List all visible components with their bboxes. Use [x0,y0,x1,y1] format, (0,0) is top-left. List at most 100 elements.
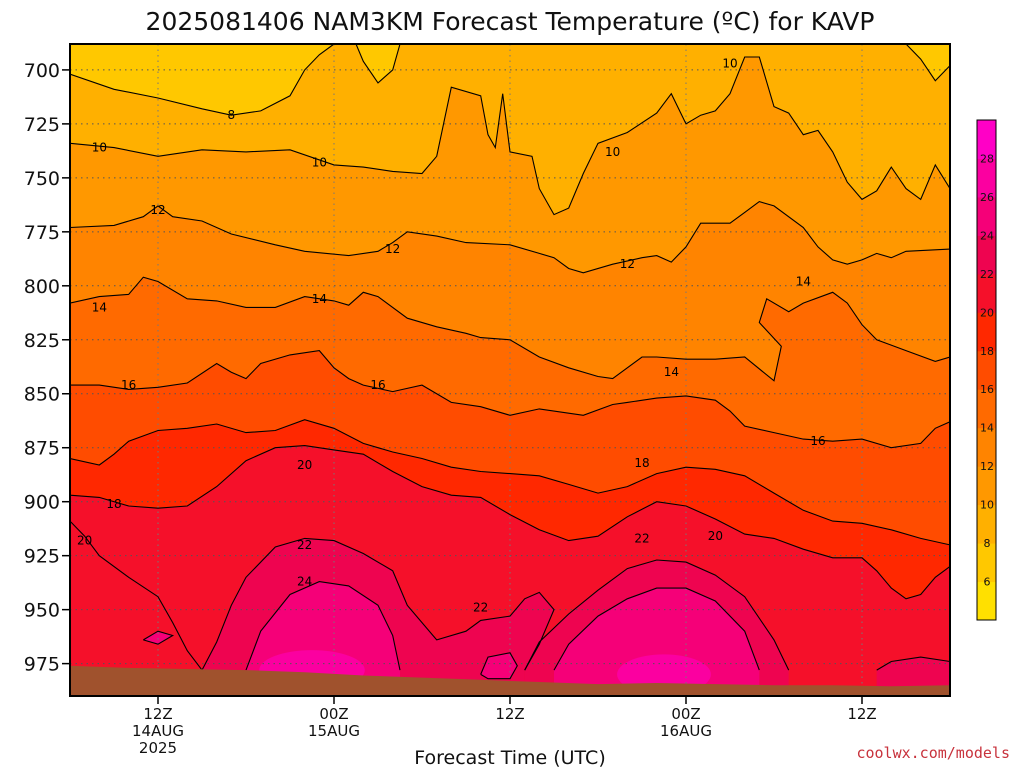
contour-label: 14 [796,274,811,288]
isotherm-16 [70,350,950,449]
contour-label: 22 [473,600,488,614]
contour-label: 14 [92,300,107,314]
y-axis: 700 725 750 775 800 825 850 875 900 925 950 975 [24,60,70,676]
isotherm-14 [70,276,950,382]
colorbar-swatch [977,581,996,621]
contour-label: 8 [228,108,236,122]
contour-label: 10 [605,145,620,159]
contour-label: 16 [810,434,825,448]
chart-title: 2025081406 NAM3KM Forecast Temperature (… [146,7,875,36]
contour-label: 18 [106,497,121,511]
fill-warm-core-24 [143,631,173,645]
contour-label: 22 [634,531,649,545]
contour-label: 24 [297,575,312,589]
colorbar-swatch [977,235,996,275]
y-tick-label: 775 [24,222,60,244]
colorbar-swatch [977,543,996,583]
x-axis-label: Forecast Time (UTC) [414,747,605,768]
contour-label: 12 [385,242,400,256]
contour-label: 18 [634,456,649,470]
colorbar-tick-label: 22 [980,268,994,281]
isotherm-8 [70,44,335,116]
x-tick-label: 00Z [671,705,700,723]
x-tick-label: 16AUG [660,722,712,740]
x-tick-label: 12Z [495,705,524,723]
colorbar-swatch [977,196,996,236]
isotherm-22 [524,559,790,671]
colorbar-tick-label: 10 [980,499,994,512]
colorbar-swatch [977,466,996,506]
isotherm-22 [201,537,555,671]
contour-label: 12 [150,203,165,217]
isotherm-24 [553,587,760,671]
y-tick-label: 750 [24,168,60,190]
contour-label: 10 [312,156,327,170]
x-tick-label: 15AUG [308,722,360,740]
colorbar-tick-label: 16 [980,383,994,396]
isotherm-contours [70,44,950,680]
contour-label: 14 [312,292,327,306]
fill-cold-pocket [70,44,334,116]
temperature-fills [70,44,950,696]
credit-text: coolwx.com/models [856,744,1010,762]
colorbar-tick-label: 26 [980,191,994,204]
fill-cold-pocket [356,44,400,83]
colorbar-swatch [977,158,996,198]
isotherm-24 [143,630,175,645]
x-tick-label: 2025 [139,739,177,757]
isotherm-20 [70,520,203,671]
contour-label: 16 [121,378,136,392]
isotherm-8 [355,44,401,84]
colorbar-swatch [977,389,996,429]
isotherm-24 [245,581,401,671]
isotherm-12 [70,200,950,274]
isotherm-18 [70,419,950,546]
colorbar-swatch [977,120,996,159]
contour-label: 10 [92,141,107,155]
contour-label: 16 [370,378,385,392]
contour-label: 22 [297,538,312,552]
colorbar-tick-label: 6 [984,576,991,589]
isotherm-10 [70,56,950,216]
y-tick-label: 800 [24,276,60,298]
colorbar-legend: 6 8 10 12 14 16 18 20 22 24 26 28 [976,119,997,621]
colorbar-frame [976,119,997,621]
isotherm-8 [905,44,950,82]
y-tick-label: 700 [24,60,60,82]
colorbar-swatch [977,312,996,352]
x-tick-label: 12Z [847,705,876,723]
colorbar-swatch [977,273,996,313]
colorbar-swatch [977,504,996,544]
colorbar-tick-label: 28 [980,152,994,165]
y-tick-label: 725 [24,114,60,136]
contour-label: 20 [708,529,723,543]
isotherm-20 [70,445,950,600]
colorbar-tick-label: 8 [984,537,991,550]
colorbar-tick-label: 20 [980,306,994,319]
x-tick-label: 00Z [319,705,348,723]
colorbar-tick-label: 12 [980,460,994,473]
colorbar-swatch [977,427,996,467]
grid-lines [70,44,950,696]
isotherm-24 [480,652,518,680]
fill-cold-pocket [906,44,950,81]
plot-area: 8 10 10 10 10 12 12 12 14 14 14 14 16 16 16 18 18 20 20 20 2… [70,44,950,696]
ground-surface [70,665,950,696]
contour-label: 20 [77,534,92,548]
isotherm-22 [876,656,950,671]
y-tick-label: 925 [24,546,60,568]
y-tick-label: 900 [24,492,60,514]
y-tick-label: 950 [24,600,60,622]
x-tick-label: 12Z [143,705,172,723]
y-tick-label: 875 [24,438,60,460]
y-tick-label: 825 [24,330,60,352]
colorbar-tick-label: 14 [980,422,994,435]
contour-label: 10 [722,56,737,70]
colorbar-tick-label: 24 [980,229,994,242]
contour-label: 14 [664,365,679,379]
contour-label: 20 [297,458,312,472]
colorbar-tick-label: 18 [980,345,994,358]
contour-label: 12 [620,257,635,271]
